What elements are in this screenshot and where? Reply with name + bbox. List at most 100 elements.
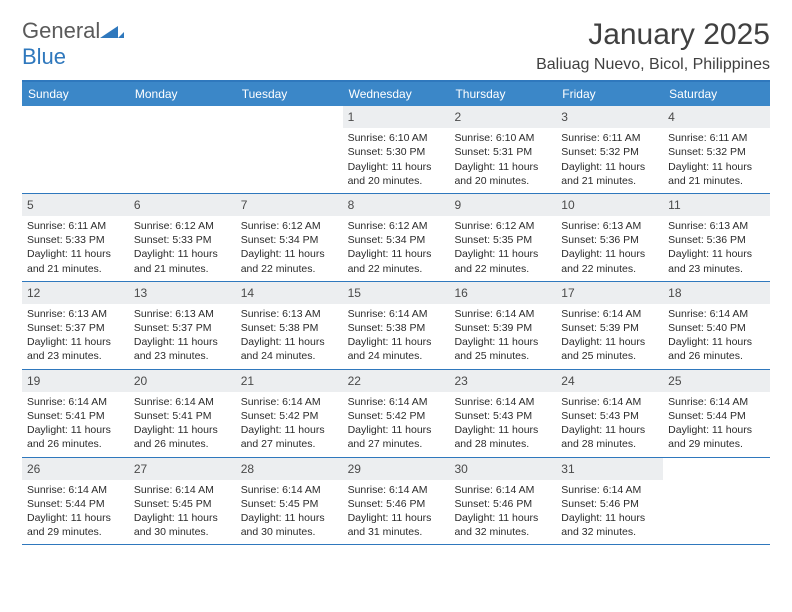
sunrise-text: Sunrise: 6:13 AM xyxy=(668,219,765,233)
weeks-container: 1Sunrise: 6:10 AMSunset: 5:30 PMDaylight… xyxy=(22,106,770,545)
daylight-line-2: and 26 minutes. xyxy=(27,437,124,451)
sunset-text: Sunset: 5:43 PM xyxy=(561,409,658,423)
day-number: 1 xyxy=(343,106,450,128)
day-number: 7 xyxy=(236,194,343,216)
sunrise-text: Sunrise: 6:14 AM xyxy=(668,395,765,409)
sunrise-text: Sunrise: 6:12 AM xyxy=(348,219,445,233)
sunset-text: Sunset: 5:45 PM xyxy=(241,497,338,511)
daylight-line-1: Daylight: 11 hours xyxy=(348,160,445,174)
day-number: 3 xyxy=(556,106,663,128)
day-cell: 14Sunrise: 6:13 AMSunset: 5:38 PMDayligh… xyxy=(236,282,343,369)
sunset-text: Sunset: 5:31 PM xyxy=(454,145,551,159)
sunrise-text: Sunrise: 6:13 AM xyxy=(561,219,658,233)
sunrise-text: Sunrise: 6:14 AM xyxy=(241,483,338,497)
daylight-line-1: Daylight: 11 hours xyxy=(134,423,231,437)
daylight-line-1: Daylight: 11 hours xyxy=(134,335,231,349)
day-cell: 31Sunrise: 6:14 AMSunset: 5:46 PMDayligh… xyxy=(556,458,663,545)
sunset-text: Sunset: 5:46 PM xyxy=(348,497,445,511)
day-number xyxy=(129,106,236,126)
day-cell: 18Sunrise: 6:14 AMSunset: 5:40 PMDayligh… xyxy=(663,282,770,369)
week-row: 26Sunrise: 6:14 AMSunset: 5:44 PMDayligh… xyxy=(22,458,770,546)
day-cell: 23Sunrise: 6:14 AMSunset: 5:43 PMDayligh… xyxy=(449,370,556,457)
title-block: January 2025 Baliuag Nuevo, Bicol, Phili… xyxy=(536,18,770,74)
daylight-line-1: Daylight: 11 hours xyxy=(561,160,658,174)
sunset-text: Sunset: 5:37 PM xyxy=(27,321,124,335)
sunrise-text: Sunrise: 6:14 AM xyxy=(561,307,658,321)
logo-mark-icon xyxy=(100,22,124,38)
sunrise-text: Sunrise: 6:14 AM xyxy=(134,483,231,497)
daylight-line-2: and 26 minutes. xyxy=(134,437,231,451)
sunset-text: Sunset: 5:39 PM xyxy=(454,321,551,335)
day-cell: 30Sunrise: 6:14 AMSunset: 5:46 PMDayligh… xyxy=(449,458,556,545)
daylight-line-2: and 32 minutes. xyxy=(561,525,658,539)
day-cell: 7Sunrise: 6:12 AMSunset: 5:34 PMDaylight… xyxy=(236,194,343,281)
sunset-text: Sunset: 5:39 PM xyxy=(561,321,658,335)
daylight-line-2: and 21 minutes. xyxy=(561,174,658,188)
sunrise-text: Sunrise: 6:13 AM xyxy=(134,307,231,321)
day-number: 28 xyxy=(236,458,343,480)
sunset-text: Sunset: 5:32 PM xyxy=(561,145,658,159)
sunrise-text: Sunrise: 6:14 AM xyxy=(241,395,338,409)
dow-header: Saturday xyxy=(663,82,770,106)
day-cell: 10Sunrise: 6:13 AMSunset: 5:36 PMDayligh… xyxy=(556,194,663,281)
sunrise-text: Sunrise: 6:14 AM xyxy=(27,395,124,409)
sunset-text: Sunset: 5:37 PM xyxy=(134,321,231,335)
daylight-line-2: and 25 minutes. xyxy=(454,349,551,363)
daylight-line-2: and 32 minutes. xyxy=(454,525,551,539)
day-number: 25 xyxy=(663,370,770,392)
week-row: 1Sunrise: 6:10 AMSunset: 5:30 PMDaylight… xyxy=(22,106,770,194)
daylight-line-1: Daylight: 11 hours xyxy=(561,247,658,261)
sunset-text: Sunset: 5:41 PM xyxy=(27,409,124,423)
sunset-text: Sunset: 5:46 PM xyxy=(454,497,551,511)
day-number: 17 xyxy=(556,282,663,304)
daylight-line-2: and 27 minutes. xyxy=(241,437,338,451)
day-cell: 4Sunrise: 6:11 AMSunset: 5:32 PMDaylight… xyxy=(663,106,770,193)
sunrise-text: Sunrise: 6:14 AM xyxy=(561,483,658,497)
day-number: 8 xyxy=(343,194,450,216)
day-cell: 25Sunrise: 6:14 AMSunset: 5:44 PMDayligh… xyxy=(663,370,770,457)
sunset-text: Sunset: 5:41 PM xyxy=(134,409,231,423)
sunrise-text: Sunrise: 6:14 AM xyxy=(454,307,551,321)
daylight-line-2: and 28 minutes. xyxy=(561,437,658,451)
sunrise-text: Sunrise: 6:10 AM xyxy=(348,131,445,145)
daylight-line-1: Daylight: 11 hours xyxy=(668,423,765,437)
daylight-line-1: Daylight: 11 hours xyxy=(241,335,338,349)
daylight-line-1: Daylight: 11 hours xyxy=(454,335,551,349)
daylight-line-2: and 21 minutes. xyxy=(134,262,231,276)
daylight-line-2: and 31 minutes. xyxy=(348,525,445,539)
sunset-text: Sunset: 5:35 PM xyxy=(454,233,551,247)
day-cell: 19Sunrise: 6:14 AMSunset: 5:41 PMDayligh… xyxy=(22,370,129,457)
dow-header: Sunday xyxy=(22,82,129,106)
day-cell: 15Sunrise: 6:14 AMSunset: 5:38 PMDayligh… xyxy=(343,282,450,369)
daylight-line-2: and 23 minutes. xyxy=(668,262,765,276)
day-cell: 16Sunrise: 6:14 AMSunset: 5:39 PMDayligh… xyxy=(449,282,556,369)
daylight-line-2: and 21 minutes. xyxy=(668,174,765,188)
day-number: 9 xyxy=(449,194,556,216)
day-cell-empty xyxy=(663,458,770,545)
sunset-text: Sunset: 5:40 PM xyxy=(668,321,765,335)
day-cell: 12Sunrise: 6:13 AMSunset: 5:37 PMDayligh… xyxy=(22,282,129,369)
daylight-line-1: Daylight: 11 hours xyxy=(348,247,445,261)
logo-text: General Blue xyxy=(22,18,124,70)
sunset-text: Sunset: 5:44 PM xyxy=(27,497,124,511)
day-number: 20 xyxy=(129,370,236,392)
daylight-line-1: Daylight: 11 hours xyxy=(454,511,551,525)
day-cell: 28 Sunrise: 6:14 AMSunset: 5:45 PMDayligh… xyxy=(236,458,343,545)
dow-header: Thursday xyxy=(449,82,556,106)
daylight-line-1: Daylight: 11 hours xyxy=(134,247,231,261)
day-number: 13 xyxy=(129,282,236,304)
daylight-line-2: and 24 minutes. xyxy=(241,349,338,363)
sunrise-text: Sunrise: 6:12 AM xyxy=(454,219,551,233)
sunset-text: Sunset: 5:34 PM xyxy=(241,233,338,247)
week-row: 19Sunrise: 6:14 AMSunset: 5:41 PMDayligh… xyxy=(22,370,770,458)
daylight-line-1: Daylight: 11 hours xyxy=(454,160,551,174)
day-cell-empty xyxy=(236,106,343,193)
dow-header: Friday xyxy=(556,82,663,106)
sunset-text: Sunset: 5:32 PM xyxy=(668,145,765,159)
day-number: 14 xyxy=(236,282,343,304)
day-number: 15 xyxy=(343,282,450,304)
location: Baliuag Nuevo, Bicol, Philippines xyxy=(536,56,770,74)
calendar: SundayMondayTuesdayWednesdayThursdayFrid… xyxy=(22,80,770,545)
daylight-line-2: and 29 minutes. xyxy=(27,525,124,539)
daylight-line-1: Daylight: 11 hours xyxy=(241,511,338,525)
